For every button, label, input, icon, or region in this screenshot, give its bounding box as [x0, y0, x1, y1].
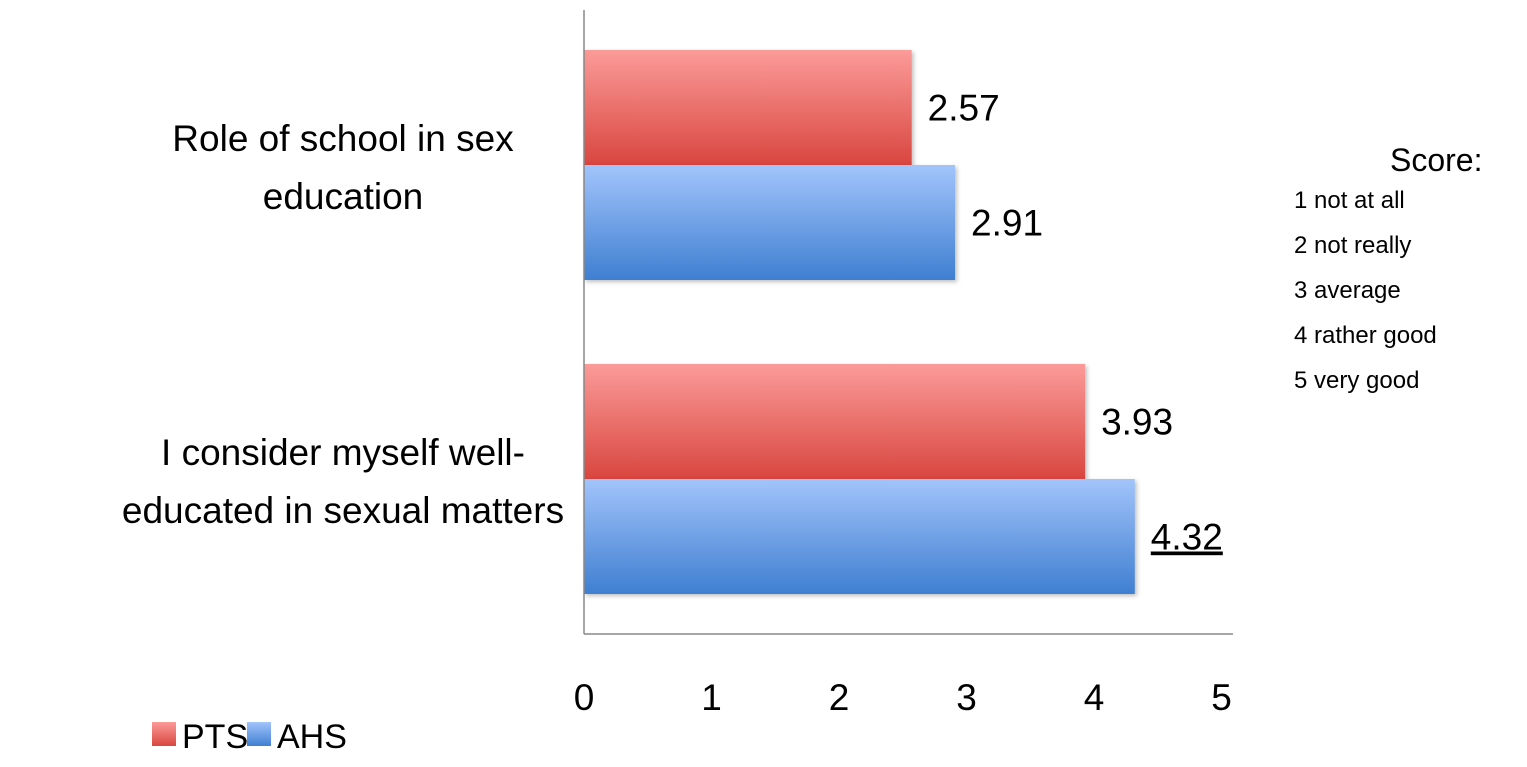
- legend-label-ahs: AHS: [277, 718, 347, 756]
- bars-layer: [584, 50, 1135, 594]
- score-key-item-3: 3 average: [1294, 277, 1401, 304]
- legend: PTS AHS: [152, 718, 347, 756]
- category-label-1-line-1: educated in sexual matters: [122, 490, 564, 531]
- bar-ahs-1: [584, 479, 1135, 594]
- bar-pts-0: [584, 50, 912, 165]
- category-label-1-line-0: I consider myself well-: [161, 432, 525, 473]
- data-label-ahs-0: 2.91: [971, 203, 1043, 244]
- score-key-item-4: 4 rather good: [1294, 322, 1437, 349]
- data-label-pts-0: 2.57: [928, 88, 1000, 129]
- x-tick-label-4: 4: [1084, 677, 1105, 718]
- data-label-ahs-1: 4.32: [1151, 517, 1223, 558]
- x-tick-label-3: 3: [956, 677, 977, 718]
- bar-ahs-0: [584, 165, 956, 280]
- legend-swatch-ahs: [247, 722, 271, 746]
- category-label-0-line-1: education: [263, 176, 423, 217]
- score-key-title: Score:: [1390, 142, 1482, 178]
- category-label-0-line-0: Role of school in sex: [172, 118, 514, 159]
- data-label-pts-1: 3.93: [1101, 402, 1173, 443]
- ticks-layer: 0 1 2 3 4 5: [574, 677, 1232, 718]
- legend-swatch-pts: [152, 722, 176, 746]
- category-labels: Role of school in sex education I consider…: [122, 118, 564, 531]
- score-key: Score: 1 not at all 2 not really 3 average…: [1294, 142, 1482, 394]
- x-tick-label-1: 1: [701, 677, 722, 718]
- x-tick-label-2: 2: [829, 677, 850, 718]
- score-key-item-1: 1 not at all: [1294, 187, 1405, 214]
- score-key-item-5: 5 very good: [1294, 367, 1419, 394]
- legend-label-pts: PTS: [182, 718, 248, 756]
- bar-pts-1: [584, 364, 1086, 479]
- x-tick-label-5: 5: [1211, 677, 1232, 718]
- labels-layer: 2.57 2.91 3.93 4.32: [928, 88, 1223, 558]
- axis-layer: [583, 10, 1233, 635]
- score-key-item-2: 2 not really: [1294, 232, 1411, 259]
- x-tick-label-0: 0: [574, 677, 595, 718]
